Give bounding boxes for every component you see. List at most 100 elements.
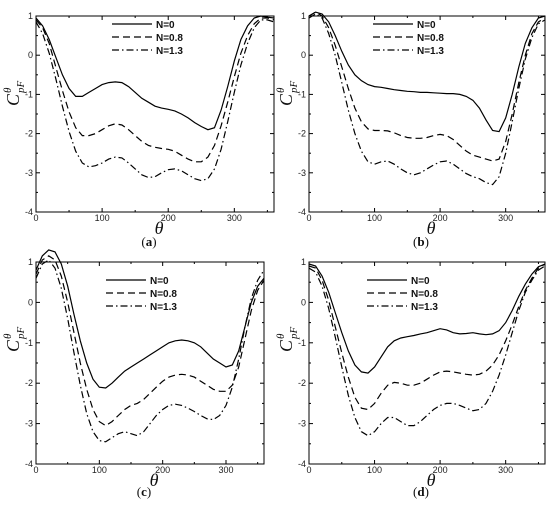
legend-label: N=0.8 [411, 289, 438, 300]
y-tick-label: -4 [25, 207, 33, 217]
y-tick-label: -4 [25, 459, 33, 469]
panel-letter: d [417, 484, 425, 499]
x-axis-title: θ [155, 218, 164, 238]
y-tick-label: -1 [298, 338, 306, 348]
y-tick-label: -2 [25, 129, 33, 139]
series-line-n-0 [308, 263, 546, 374]
legend-label: N=0 [156, 20, 175, 31]
y-tick-label: -4 [298, 207, 306, 217]
legend-label: N=1.3 [417, 46, 444, 57]
x-axis-title: θ [427, 470, 436, 490]
y-tick-label: -3 [298, 419, 306, 429]
legend-label: N=1.3 [150, 302, 177, 313]
y-axis-title-superscript: θ [2, 87, 14, 93]
y-axis-title-subscript: pF [15, 81, 27, 95]
y-tick-label: -3 [298, 168, 306, 178]
panel-caption: (b) [413, 234, 429, 249]
x-tick-label: 100 [92, 465, 107, 475]
y-tick-label: 0 [301, 297, 306, 307]
y-axis-title-main: C [276, 93, 296, 106]
x-tick-label: 0 [306, 213, 311, 223]
series-line-n-1-3 [308, 265, 546, 437]
y-axis-title: Cθ pF [275, 81, 300, 107]
panel-letter: b [417, 234, 424, 249]
series-line-n-0-8 [308, 263, 546, 411]
panel-caption: (d) [413, 484, 429, 499]
x-tick-label: 0 [33, 213, 38, 223]
x-tick-label: 200 [161, 213, 176, 223]
x-tick-label: 0 [33, 465, 38, 475]
y-tick-label: 0 [28, 50, 33, 60]
x-tick-label: 100 [367, 213, 382, 223]
panel-caption: (c) [137, 484, 151, 499]
series-line-n-0 [308, 11, 546, 133]
x-tick-label: 300 [218, 465, 233, 475]
y-axis-title: Cθ pF [275, 327, 300, 353]
legend: N=0 N=0.8 N=1.3 [106, 276, 177, 313]
y-axis-title-superscript: θ [275, 87, 287, 93]
y-tick-label: 1 [301, 11, 306, 21]
series-line-n-0-8 [35, 17, 275, 163]
y-axis-title-subscript: pF [288, 81, 300, 95]
y-axis-title-superscript: θ [2, 333, 14, 339]
y-tick-label: -1 [25, 338, 33, 348]
panel-letter: c [141, 484, 147, 499]
legend: N=0 N=0.8 N=1.3 [367, 276, 438, 313]
y-axis-title: Cθ pF [2, 81, 27, 107]
y-tick-label: -3 [25, 168, 33, 178]
y-tick-label: -4 [298, 459, 306, 469]
series-line-n-1-3 [35, 259, 265, 443]
x-tick-label: 100 [95, 213, 110, 223]
x-tick-label: 0 [306, 465, 311, 475]
x-tick-label: 100 [367, 465, 382, 475]
legend-label: N=0.8 [150, 289, 177, 300]
panel-letter: a [146, 234, 153, 249]
y-axis-title-main: C [3, 339, 23, 352]
y-tick-label: -1 [298, 89, 306, 99]
legend: N=0 N=0.8 N=1.3 [373, 20, 444, 57]
series-line-n-1-3 [308, 13, 546, 186]
y-axis-title-subscript: pF [288, 327, 300, 341]
y-tick-label: 0 [301, 50, 306, 60]
y-tick-label: 1 [28, 257, 33, 267]
legend-label: N=1.3 [411, 302, 438, 313]
legend: N=0 N=0.8 N=1.3 [112, 20, 183, 57]
x-axis-title: θ [427, 218, 436, 238]
legend-label: N=0 [411, 276, 430, 287]
legend-label: N=0.8 [156, 33, 183, 44]
y-tick-label: -3 [25, 419, 33, 429]
series-line-n-1-3 [35, 19, 275, 182]
y-axis-title-subscript: pF [15, 327, 27, 341]
y-axis-title: Cθ pF [2, 327, 27, 353]
series-line-n-0-8 [308, 11, 546, 162]
panel-caption: (a) [141, 234, 156, 249]
legend-label: N=0.8 [417, 33, 444, 44]
y-tick-label: -1 [25, 89, 33, 99]
y-tick-label: 1 [28, 11, 33, 21]
x-tick-label: 200 [155, 465, 170, 475]
y-axis-title-superscript: θ [275, 333, 287, 339]
y-tick-label: -2 [298, 129, 306, 139]
y-tick-label: 1 [301, 257, 306, 267]
x-tick-label: 300 [227, 213, 242, 223]
x-tick-label: 200 [433, 213, 448, 223]
y-tick-label: 0 [28, 297, 33, 307]
y-axis-title-main: C [276, 339, 296, 352]
legend-label: N=1.3 [156, 46, 183, 57]
x-tick-label: 300 [498, 213, 513, 223]
legend-label: N=0 [150, 276, 169, 287]
x-tick-label: 200 [433, 465, 448, 475]
y-tick-label: -2 [298, 378, 306, 388]
x-axis-title: θ [150, 470, 159, 490]
series-line-n-0-8 [35, 255, 265, 427]
series-line-n-0 [35, 15, 275, 131]
y-axis-title-main: C [3, 93, 23, 106]
y-tick-label: -2 [25, 378, 33, 388]
plot-frame [35, 15, 275, 213]
x-tick-label: 300 [498, 465, 513, 475]
